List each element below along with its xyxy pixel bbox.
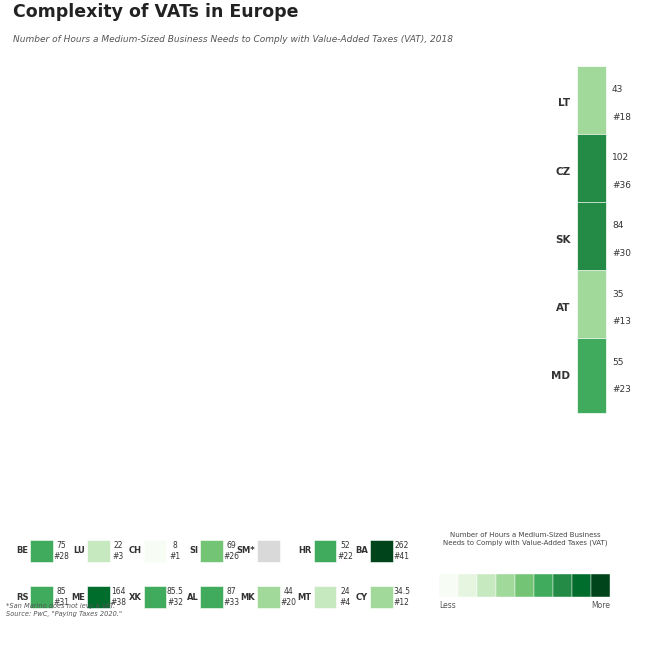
Text: 55: 55 bbox=[612, 358, 623, 367]
Bar bbox=[257, 539, 280, 562]
Bar bbox=[515, 574, 534, 597]
Bar bbox=[144, 586, 166, 608]
Text: 44: 44 bbox=[283, 587, 293, 596]
Bar bbox=[577, 270, 606, 345]
Bar bbox=[31, 539, 53, 562]
Text: MT: MT bbox=[298, 592, 311, 602]
Text: 43: 43 bbox=[612, 85, 623, 95]
Bar bbox=[31, 586, 53, 608]
Text: HR: HR bbox=[298, 546, 311, 555]
Text: Source: PwC, "Paying Taxes 2020.": Source: PwC, "Paying Taxes 2020." bbox=[6, 611, 122, 617]
Text: 52: 52 bbox=[340, 541, 350, 550]
Text: #22: #22 bbox=[337, 551, 353, 561]
Bar bbox=[200, 539, 223, 562]
Bar bbox=[577, 338, 606, 413]
Text: MK: MK bbox=[240, 592, 255, 602]
Text: 87: 87 bbox=[227, 587, 237, 596]
Text: AL: AL bbox=[187, 592, 198, 602]
Text: Number of Hours a Medium-Sized Business
Needs to Comply with Value-Added Taxes (: Number of Hours a Medium-Sized Business … bbox=[443, 531, 607, 546]
Text: AT: AT bbox=[556, 303, 570, 313]
Text: 75: 75 bbox=[57, 541, 66, 550]
Text: CZ: CZ bbox=[555, 167, 570, 176]
Text: @TaxFoundation: @TaxFoundation bbox=[551, 639, 642, 650]
Text: 262: 262 bbox=[395, 541, 409, 550]
Text: SK: SK bbox=[555, 235, 570, 245]
Text: MD: MD bbox=[551, 371, 570, 381]
Text: 8: 8 bbox=[173, 541, 177, 550]
Text: #33: #33 bbox=[224, 598, 240, 607]
Text: TAX FOUNDATION: TAX FOUNDATION bbox=[8, 638, 125, 651]
Text: RS: RS bbox=[16, 592, 29, 602]
Bar bbox=[87, 539, 110, 562]
Bar bbox=[87, 586, 110, 608]
Text: 84: 84 bbox=[612, 221, 623, 231]
Text: Less: Less bbox=[439, 601, 456, 610]
Text: #4: #4 bbox=[339, 598, 350, 607]
Bar bbox=[144, 539, 166, 562]
Text: More: More bbox=[592, 601, 610, 610]
Text: 35: 35 bbox=[612, 290, 623, 299]
Text: XK: XK bbox=[129, 592, 142, 602]
Bar bbox=[534, 574, 553, 597]
Text: #41: #41 bbox=[393, 551, 410, 561]
Text: BA: BA bbox=[356, 546, 368, 555]
Text: #1: #1 bbox=[170, 551, 181, 561]
Text: 85.5: 85.5 bbox=[166, 587, 183, 596]
Text: #26: #26 bbox=[224, 551, 240, 561]
Text: #31: #31 bbox=[54, 598, 70, 607]
Bar bbox=[370, 586, 393, 608]
Text: ME: ME bbox=[71, 592, 85, 602]
Text: #30: #30 bbox=[612, 249, 631, 258]
Text: BE: BE bbox=[16, 546, 29, 555]
Bar bbox=[370, 539, 393, 562]
Text: #38: #38 bbox=[111, 598, 126, 607]
Text: 69: 69 bbox=[227, 541, 237, 550]
Text: 34.5: 34.5 bbox=[393, 587, 410, 596]
Bar bbox=[553, 574, 573, 597]
Text: #20: #20 bbox=[280, 598, 296, 607]
Bar bbox=[477, 574, 497, 597]
Bar bbox=[458, 574, 477, 597]
Text: #23: #23 bbox=[612, 385, 631, 394]
Bar bbox=[257, 586, 280, 608]
Text: CH: CH bbox=[129, 546, 142, 555]
Bar bbox=[497, 574, 515, 597]
Text: #18: #18 bbox=[612, 112, 631, 122]
Text: #36: #36 bbox=[612, 180, 631, 190]
Text: SM*: SM* bbox=[236, 546, 255, 555]
Text: LU: LU bbox=[73, 546, 85, 555]
Bar bbox=[439, 574, 458, 597]
Text: #28: #28 bbox=[54, 551, 70, 561]
Text: *San Marino does not levy a VAT.: *San Marino does not levy a VAT. bbox=[6, 603, 116, 609]
Text: #32: #32 bbox=[167, 598, 183, 607]
Bar bbox=[573, 574, 592, 597]
Text: Number of Hours a Medium-Sized Business Needs to Comply with Value-Added Taxes (: Number of Hours a Medium-Sized Business … bbox=[13, 35, 453, 44]
Text: #3: #3 bbox=[112, 551, 124, 561]
Bar bbox=[200, 586, 223, 608]
Text: SI: SI bbox=[189, 546, 198, 555]
Text: #13: #13 bbox=[612, 317, 631, 326]
Text: 22: 22 bbox=[114, 541, 123, 550]
Text: 164: 164 bbox=[111, 587, 125, 596]
Text: LT: LT bbox=[558, 98, 570, 108]
Bar bbox=[313, 539, 336, 562]
Text: CY: CY bbox=[356, 592, 368, 602]
Text: 102: 102 bbox=[612, 153, 629, 163]
Bar bbox=[577, 134, 606, 209]
Bar bbox=[577, 202, 606, 277]
Bar bbox=[577, 66, 606, 141]
Bar bbox=[313, 586, 336, 608]
Text: 24: 24 bbox=[340, 587, 350, 596]
Text: 85: 85 bbox=[57, 587, 66, 596]
Text: Complexity of VATs in Europe: Complexity of VATs in Europe bbox=[13, 3, 298, 21]
Text: #12: #12 bbox=[394, 598, 410, 607]
Bar bbox=[592, 574, 610, 597]
